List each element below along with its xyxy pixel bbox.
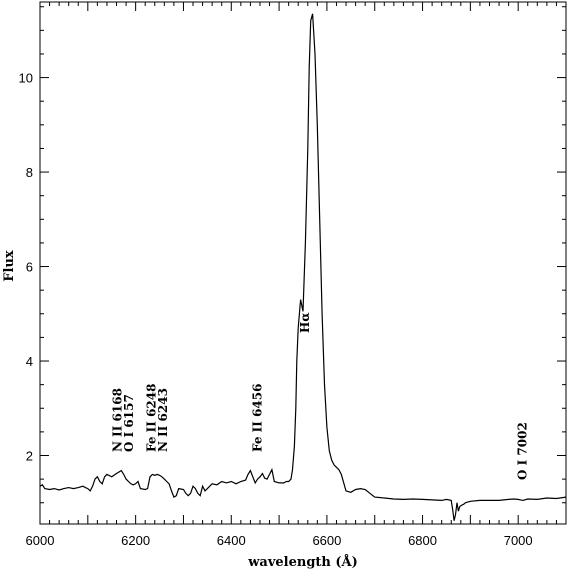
x-tick-label: 7000	[504, 533, 533, 548]
y-tick-label: 4	[26, 354, 33, 369]
annotation-label: N II 6168	[110, 388, 124, 452]
annotation-label: O I 6157	[122, 394, 136, 452]
x-axis-label: wavelength (Å)	[247, 554, 358, 570]
y-tick-label: 8	[26, 165, 33, 180]
y-tick-label: 2	[26, 449, 33, 464]
x-tick-label: 6600	[312, 533, 341, 548]
y-axis-label: Flux	[2, 250, 17, 282]
x-tick-label: 6400	[217, 533, 246, 548]
annotation-label: N II 6243	[156, 388, 170, 452]
annotation-label: Hα	[298, 312, 312, 333]
x-tick-labels: 6000 6200 6400 6600 6800 7000	[26, 533, 533, 548]
tick-marks	[39, 2, 567, 524]
y-tick-labels: 2 4 6 8 10	[19, 71, 33, 464]
x-tick-label: 6200	[121, 533, 150, 548]
y-tick-label: 10	[19, 71, 33, 86]
y-tick-label: 6	[26, 260, 33, 275]
annotation-label: O I 7002	[515, 422, 529, 480]
plot-frame	[39, 1, 567, 525]
x-tick-label: 6800	[408, 533, 437, 548]
annotation-label: Fe II 6456	[250, 384, 264, 452]
x-tick-label: 6000	[26, 533, 55, 548]
annotation-label: Fe II 6248	[145, 384, 159, 452]
spectrum-series-line	[39, 13, 567, 521]
